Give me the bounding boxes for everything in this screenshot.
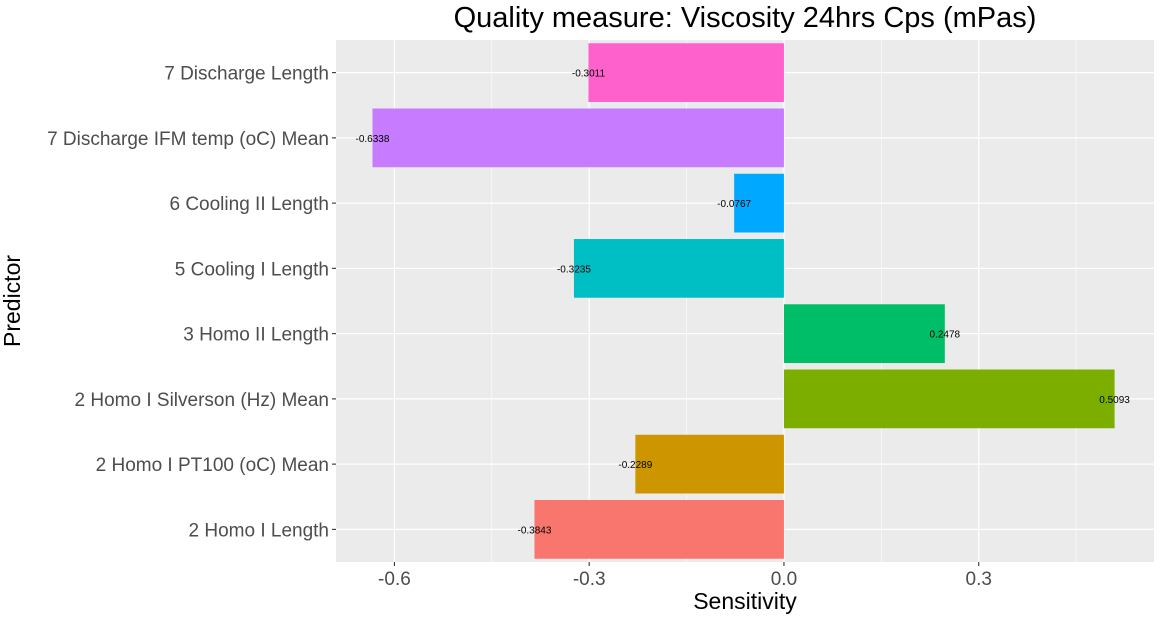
data-label: 0.2478	[930, 330, 961, 341]
y-tick-label: 7 Discharge IFM temp (oC) Mean	[47, 129, 329, 150]
bars-group	[372, 43, 1115, 559]
bar	[534, 500, 784, 559]
y-tick-label: 2 Homo I Length	[189, 520, 329, 541]
y-axis: 7 Discharge Length 7 Discharge IFM temp (…	[47, 64, 336, 541]
data-labels-group: -0.3011 -0.6338 -0.0767 -0.3235 0.2478 0.5093…	[356, 69, 1131, 537]
x-axis-title: Sensitivity	[693, 588, 797, 614]
bar	[734, 173, 784, 233]
x-tick-label: -0.6	[378, 569, 411, 590]
bar	[783, 369, 1115, 429]
x-axis: -0.6 -0.3 0.0 0.3	[378, 562, 992, 590]
y-tick-label: 5 Cooling I Length	[175, 259, 329, 280]
y-tick-label: 2 Homo I PT100 (oC) Mean	[96, 455, 329, 476]
y-tick-label: 6 Cooling II Length	[169, 194, 329, 215]
y-tick-label: 7 Discharge Length	[164, 64, 329, 85]
bar	[372, 108, 784, 168]
y-tick-label: 3 Homo II Length	[183, 325, 329, 346]
bar	[588, 43, 784, 102]
x-tick-label: 0.3	[966, 569, 992, 590]
x-tick-label: 0.0	[771, 569, 797, 590]
x-tick-label: -0.3	[573, 569, 606, 590]
data-label: -0.3843	[518, 525, 552, 536]
data-label: -0.3011	[572, 69, 606, 80]
data-label: -0.2289	[618, 460, 652, 471]
data-label: -0.0767	[717, 199, 751, 210]
bar	[573, 239, 784, 298]
data-label: -0.3235	[557, 264, 591, 275]
chart-title: Quality measure: Viscosity 24hrs Cps (mP…	[454, 2, 1037, 34]
bar	[635, 434, 784, 494]
bar	[783, 304, 945, 363]
data-label: -0.6338	[356, 134, 390, 145]
data-label: 0.5093	[1099, 395, 1130, 406]
y-tick-label: 2 Homo I Silverson (Hz) Mean	[75, 390, 329, 411]
y-axis-title: Predictor	[0, 255, 25, 347]
